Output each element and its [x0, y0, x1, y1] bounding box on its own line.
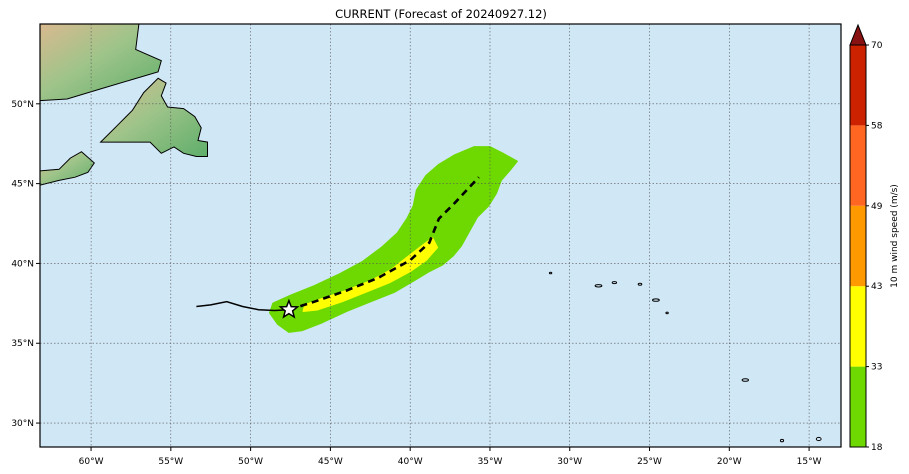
lat-tick-label: 30°N — [11, 419, 34, 429]
colorbar-label: 18 — [871, 443, 883, 453]
colorbar-label: 43 — [871, 282, 882, 292]
graticule — [40, 24, 841, 447]
island-outline — [741, 378, 749, 382]
island-outline — [652, 298, 660, 302]
landmass-newfoundland — [99, 77, 208, 157]
lon-tick-label: 50°W — [238, 457, 263, 467]
island-outline — [815, 436, 822, 442]
island-outline — [779, 438, 785, 443]
landmass-labrador — [40, 24, 162, 102]
map-content — [40, 24, 841, 447]
storm-track-layer — [196, 176, 480, 319]
island-outline — [548, 271, 553, 275]
past-track — [196, 300, 289, 312]
lon-tick-label: 30°W — [557, 457, 582, 467]
lon-tick-label: 40°W — [398, 457, 423, 467]
colorbar-segment — [850, 45, 866, 126]
island-outline — [594, 284, 603, 288]
current-position-star-icon — [278, 298, 300, 319]
colorbar-label: 58 — [871, 121, 883, 131]
map-frame — [39, 23, 842, 448]
colorbar-label: 70 — [871, 41, 883, 51]
islands-layer — [548, 271, 822, 443]
colorbar-label: 33 — [871, 363, 882, 373]
lat-tick-label: 40°N — [11, 259, 34, 269]
colorbar-label: 49 — [871, 202, 883, 212]
lon-tick-label: 60°W — [79, 457, 104, 467]
island-outline — [611, 281, 618, 285]
colorbar-segment — [850, 205, 866, 287]
wind-swath-18ms — [269, 146, 518, 333]
colorbar-title: 10 m wind speed (m/s) — [890, 184, 900, 288]
map-title: CURRENT (Forecast of 20240927.12) — [335, 7, 547, 21]
lon-tick-label: 20°W — [717, 457, 742, 467]
landmass-nova-scotia — [40, 151, 95, 186]
island-outline — [665, 311, 669, 315]
wind-swath-layer — [269, 146, 518, 333]
lon-tick-label: 15°W — [797, 457, 822, 467]
forecast-track — [288, 176, 480, 311]
axis-ticks: 60°W 55°W 50°W 45°W 40°W 35°W 30°W 25°W 20°W 15°W… — [11, 100, 821, 467]
lat-tick-label: 45°N — [11, 180, 34, 190]
land-layer — [40, 24, 208, 186]
island-outline — [637, 282, 643, 286]
lat-tick-label: 50°N — [11, 100, 34, 110]
colorbar-segment — [850, 366, 866, 447]
lat-tick-label: 35°N — [11, 339, 34, 349]
colorbar-frame — [849, 44, 867, 448]
colorbar: 18 33 43 49 58 70 10 m wind speed (m/s) — [849, 23, 900, 453]
colorbar-extend-arrow — [849, 23, 867, 46]
lon-tick-label: 25°W — [637, 457, 662, 467]
colorbar-segment — [850, 286, 866, 367]
lon-tick-label: 55°W — [158, 457, 183, 467]
colorbar-segment — [850, 125, 866, 206]
lon-tick-label: 45°W — [318, 457, 343, 467]
lon-tick-label: 35°W — [478, 457, 503, 467]
